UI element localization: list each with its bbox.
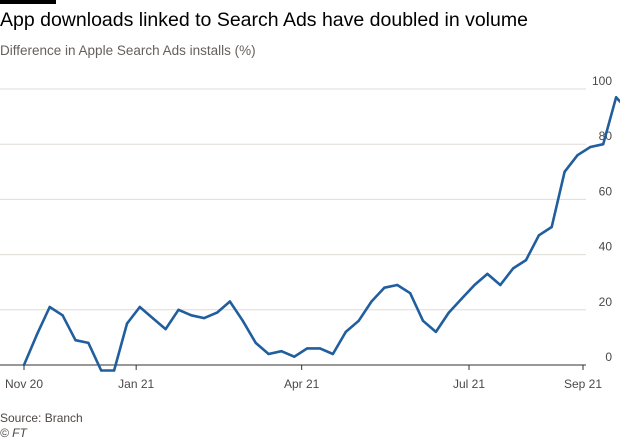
data-point <box>370 300 373 303</box>
series-line <box>22 96 620 372</box>
data-point <box>511 267 515 270</box>
data-point <box>576 154 579 157</box>
data-point <box>537 234 541 237</box>
data-point <box>22 363 26 367</box>
data-point <box>344 330 347 334</box>
data-point <box>396 283 399 287</box>
data-point <box>473 283 476 287</box>
data-point <box>267 352 270 356</box>
y-tick-label: 40 <box>599 240 613 254</box>
y-tick-label: 100 <box>592 74 612 88</box>
y-tick-label: 60 <box>599 184 613 198</box>
data-point <box>421 319 425 322</box>
data-point <box>563 170 566 173</box>
chart-subtitle: Difference in Apple Search Ads installs … <box>0 43 256 58</box>
x-tick-label: Jul 21 <box>453 377 485 391</box>
data-point <box>48 305 51 309</box>
data-point <box>331 352 335 356</box>
data-point <box>383 286 386 289</box>
data-point <box>434 330 438 334</box>
data-point <box>35 333 39 336</box>
data-point <box>614 96 618 99</box>
data-point <box>100 369 103 372</box>
data-point <box>409 292 412 295</box>
x-tick-label: Nov 20 <box>5 377 43 391</box>
data-point <box>125 322 129 325</box>
data-point <box>203 316 206 320</box>
data-point <box>228 300 232 303</box>
data-point <box>87 341 90 345</box>
data-point <box>74 339 77 342</box>
data-point <box>357 319 360 322</box>
data-point <box>460 297 463 300</box>
x-tick-label: Jan 21 <box>118 377 154 391</box>
data-point <box>499 283 502 287</box>
data-point <box>589 145 592 149</box>
data-point <box>254 341 257 345</box>
copyright-note: © FT <box>0 426 27 440</box>
data-point <box>280 350 283 353</box>
data-point <box>164 327 167 331</box>
top-rule <box>0 0 56 4</box>
x-tick-label: Sep 21 <box>564 377 602 391</box>
data-point <box>138 305 141 309</box>
data-point <box>486 272 489 276</box>
chart-title: App downloads linked to Search Ads have … <box>0 9 528 31</box>
data-point <box>241 319 244 322</box>
y-tick-label: 0 <box>605 350 612 364</box>
data-point <box>112 369 116 372</box>
data-point <box>306 347 309 350</box>
data-point <box>550 225 553 229</box>
data-point <box>151 316 154 320</box>
data-point <box>215 311 219 314</box>
source-note: Source: Branch <box>0 411 83 425</box>
data-point <box>177 308 180 311</box>
data-point <box>293 355 296 358</box>
data-point <box>190 314 193 317</box>
data-point <box>602 143 605 146</box>
data-point <box>447 311 450 314</box>
data-point <box>61 314 64 317</box>
data-point <box>524 258 528 262</box>
x-tick-label: Apr 21 <box>284 377 320 391</box>
data-point <box>318 347 322 350</box>
y-tick-label: 20 <box>599 295 613 309</box>
